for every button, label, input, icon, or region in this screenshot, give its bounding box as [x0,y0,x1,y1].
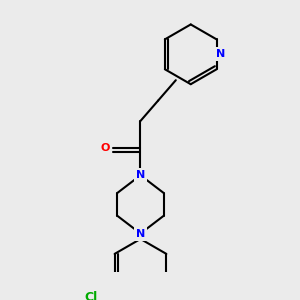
Text: N: N [216,49,225,59]
Text: N: N [136,229,145,238]
Text: N: N [136,170,145,180]
Text: O: O [100,143,110,153]
Text: Cl: Cl [85,291,98,300]
